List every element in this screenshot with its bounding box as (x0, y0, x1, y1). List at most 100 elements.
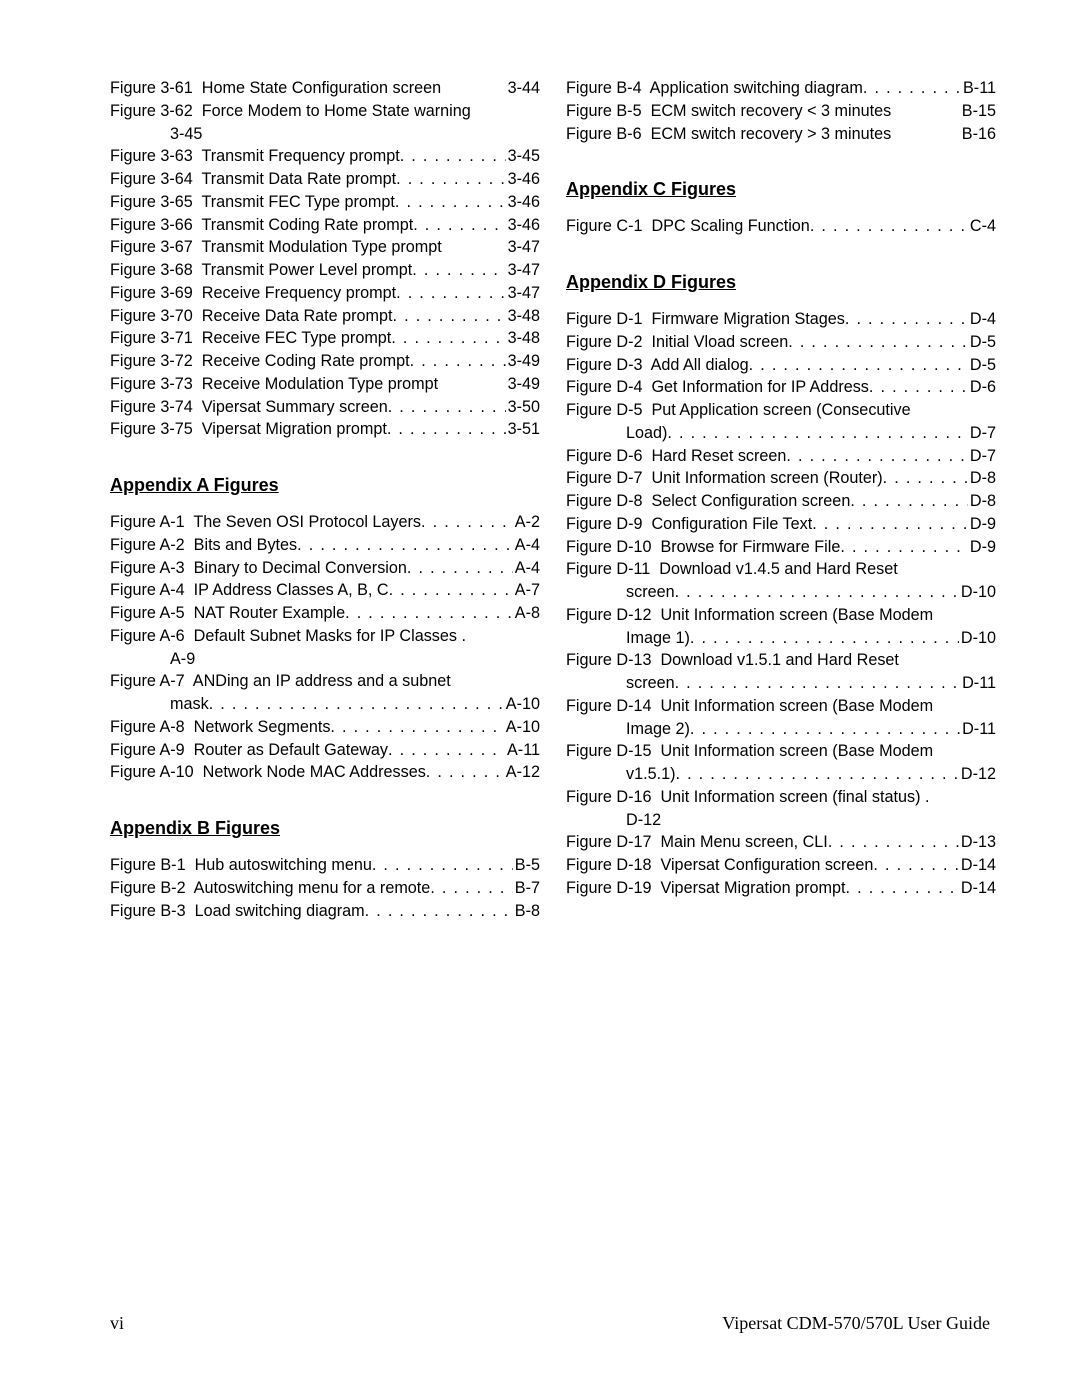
figure-entry: Figure D-2 Initial Vload screen D-5 (566, 332, 996, 352)
figure-page: 3-46 (506, 169, 540, 189)
figure-entry: Figure 3-66 Transmit Coding Rate prompt … (110, 215, 540, 235)
columns: Figure 3-61 Home State Configuration scr… (110, 78, 990, 923)
figure-page: D-7 (968, 446, 996, 466)
figure-page: D-8 (968, 468, 996, 488)
section-heading-appendix-d: Appendix D Figures (566, 271, 996, 294)
figure-page: 3-49 (506, 351, 540, 371)
figure-label: Figure 3-70 Receive Data Rate prompt (110, 306, 393, 326)
figure-page: D-6 (968, 377, 996, 397)
figure-label: Figure B-4 Application switching diagram (566, 78, 863, 98)
section-heading-appendix-b: Appendix B Figures (110, 817, 540, 840)
figure-label: Figure 3-62 Force Modem to Home State wa… (110, 101, 471, 121)
figure-page: B-11 (961, 78, 996, 98)
figure-entry: Figure A-3 Binary to Decimal Conversion … (110, 558, 540, 578)
figure-entry: Figure B-1 Hub autoswitching menu B-5 (110, 855, 540, 875)
left-column: Figure 3-61 Home State Configuration scr… (110, 78, 540, 923)
figure-label: Figure A-1 The Seven OSI Protocol Layers (110, 512, 421, 532)
figure-page: D-10 (959, 582, 996, 602)
figure-label: Figure 3-61 Home State Configuration scr… (110, 78, 441, 98)
figure-entry: Figure A-1 The Seven OSI Protocol Layers… (110, 512, 540, 532)
figure-entry: Figure 3-63 Transmit Frequency prompt 3-… (110, 146, 540, 166)
figure-entry: Figure D-3 Add All dialog D-5 (566, 355, 996, 375)
figure-label: Figure B-3 Load switching diagram (110, 901, 365, 921)
figure-continuation: screenD-11 (566, 673, 996, 693)
figure-entry: Figure D-9 Configuration File Text D-9 (566, 514, 996, 534)
figure-label: Figure D-19 Vipersat Migration prompt (566, 878, 846, 898)
figure-entry: Figure A-5 NAT Router Example A-8 (110, 603, 540, 623)
figure-page: B-15 (960, 101, 996, 121)
figure-page: 3-47 (506, 260, 540, 280)
figure-label: Figure D-17 Main Menu screen, CLI (566, 832, 828, 852)
figure-label: Figure 3-64 Transmit Data Rate prompt (110, 169, 396, 189)
figure-page: A-4 (513, 535, 540, 555)
figure-label: Figure 3-73 Receive Modulation Type prom… (110, 374, 438, 394)
figure-entry: Figure B-5 ECM switch recovery < 3 minut… (566, 101, 996, 121)
figure-label: Figure A-8 Network Segments (110, 717, 330, 737)
book-title: Vipersat CDM-570/570L User Guide (722, 1313, 990, 1334)
figure-entry: Figure D-5 Put Application screen (Conse… (566, 400, 996, 420)
figure-label: Figure A-7 ANDing an IP address and a su… (110, 671, 451, 691)
figure-label: Figure D-16 Unit Information screen (fin… (566, 787, 929, 807)
figure-entry: Figure B-4 Application switching diagram… (566, 78, 996, 98)
figure-page: D-5 (968, 355, 996, 375)
figure-entry: Figure D-4 Get Information for IP Addres… (566, 377, 996, 397)
figure-continuation: maskA-10 (110, 694, 540, 714)
figure-entry: Figure B-3 Load switching diagram B-8 (110, 901, 540, 921)
figure-page: D-9 (968, 537, 996, 557)
figure-page: D-13 (959, 832, 996, 852)
figure-entry: Figure 3-68 Transmit Power Level prompt … (110, 260, 540, 280)
figure-label: Figure 3-67 Transmit Modulation Type pro… (110, 237, 442, 257)
figure-label: Figure D-9 Configuration File Text (566, 514, 812, 534)
page: Figure 3-61 Home State Configuration scr… (0, 0, 1080, 1388)
figure-label: Figure B-1 Hub autoswitching menu (110, 855, 372, 875)
figure-page: 3-46 (506, 192, 540, 212)
page-number: vi (110, 1313, 124, 1334)
figure-label: Figure D-6 Hard Reset screen (566, 446, 786, 466)
figure-page: 3-51 (506, 419, 540, 439)
figure-entry: Figure D-11 Download v1.4.5 and Hard Res… (566, 559, 996, 579)
figure-entry: Figure 3-69 Receive Frequency prompt 3-4… (110, 283, 540, 303)
figure-label: Figure D-7 Unit Information screen (Rout… (566, 468, 883, 488)
figure-continuation: Image 2)D-11 (566, 719, 996, 739)
figure-page: D-11 (960, 719, 996, 739)
figure-page: A-8 (513, 603, 540, 623)
figure-page: A-4 (513, 558, 540, 578)
figure-page: D-4 (968, 309, 996, 329)
figure-entry: Figure B-2 Autoswitching menu for a remo… (110, 878, 540, 898)
figure-entry: Figure 3-65 Transmit FEC Type prompt 3-4… (110, 192, 540, 212)
figure-entry: Figure D-7 Unit Information screen (Rout… (566, 468, 996, 488)
figure-page: A-10 (504, 694, 540, 714)
figure-page: 3-47 (506, 237, 540, 257)
figure-label: Figure B-2 Autoswitching menu for a remo… (110, 878, 430, 898)
figure-label: Figure D-5 Put Application screen (Conse… (566, 400, 911, 420)
figure-continuation: v1.5.1)D-12 (566, 764, 996, 784)
figure-page: D-14 (959, 878, 996, 898)
figure-entry: Figure D-6 Hard Reset screen D-7 (566, 446, 996, 466)
figure-page: D-7 (968, 423, 996, 443)
figure-page: D-12 (959, 764, 996, 784)
figure-continuation: A-9 (110, 649, 540, 669)
figure-page: A-7 (513, 580, 540, 600)
figure-label: Figure 3-68 Transmit Power Level prompt (110, 260, 412, 280)
figure-label: Figure 3-75 Vipersat Migration prompt (110, 419, 387, 439)
figure-label: Figure 3-65 Transmit FEC Type prompt (110, 192, 395, 212)
figure-entry: Figure D-12 Unit Information screen (Bas… (566, 605, 996, 625)
figure-label: Figure D-14 Unit Information screen (Bas… (566, 696, 933, 716)
figure-label: Figure D-2 Initial Vload screen (566, 332, 788, 352)
figure-entry: Figure D-13 Download v1.5.1 and Hard Res… (566, 650, 996, 670)
figure-page: 3-46 (506, 215, 540, 235)
figure-label: Figure D-1 Firmware Migration Stages (566, 309, 845, 329)
figure-page: D-9 (968, 514, 996, 534)
figure-label: Figure 3-66 Transmit Coding Rate prompt (110, 215, 413, 235)
figure-label: Figure B-5 ECM switch recovery < 3 minut… (566, 101, 891, 121)
figure-page: D-14 (959, 855, 996, 875)
figure-entry: Figure D-14 Unit Information screen (Bas… (566, 696, 996, 716)
figure-label: Figure B-6 ECM switch recovery > 3 minut… (566, 124, 891, 144)
figure-entry: Figure 3-71 Receive FEC Type prompt 3-48 (110, 328, 540, 348)
figure-page: C-4 (968, 216, 996, 236)
figure-entry: Figure 3-62 Force Modem to Home State wa… (110, 101, 540, 121)
figure-page: 3-44 (506, 78, 540, 98)
figure-entry: Figure 3-74 Vipersat Summary screen 3-50 (110, 397, 540, 417)
figure-entry: Figure 3-73 Receive Modulation Type prom… (110, 374, 540, 394)
figure-entry: Figure A-9 Router as Default Gateway A-1… (110, 740, 540, 760)
